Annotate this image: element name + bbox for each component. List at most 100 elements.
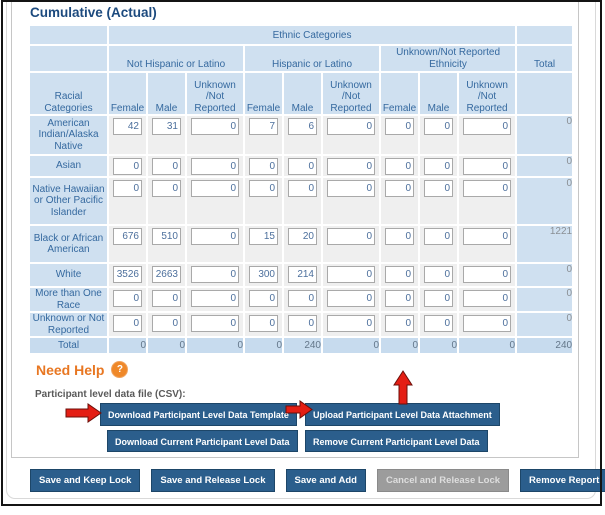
save-and-add-button[interactable]: Save and Add (285, 469, 366, 492)
enrollment-count-input[interactable] (113, 290, 142, 307)
enrollment-cell (187, 264, 243, 286)
male-header: Male (148, 73, 185, 114)
enrollment-count-input[interactable] (152, 266, 181, 283)
enrollment-count-input[interactable] (327, 228, 375, 245)
enrollment-count-input[interactable] (385, 315, 414, 332)
enrollment-count-input[interactable] (113, 180, 142, 197)
unknown-header: Unknown /Not Reported (459, 73, 516, 114)
enrollment-count-input[interactable] (152, 290, 181, 307)
enrollment-count-input[interactable] (288, 290, 317, 307)
group-header-hispanic: Hispanic or Latino (245, 46, 379, 71)
enrollment-count-input[interactable] (249, 315, 278, 332)
enrollment-count-input[interactable] (152, 118, 181, 135)
upload-participant-level-data-attachment-button[interactable]: Upload Participant Level Data Attachment (305, 403, 500, 426)
column-total-value: 0 (148, 338, 185, 353)
download-current-participant-level-data-button[interactable]: Download Current Participant Level Data (107, 430, 298, 452)
remove-report-button[interactable]: Remove Report (520, 469, 605, 492)
enrollment-count-input[interactable] (463, 180, 512, 197)
enrollment-count-input[interactable] (288, 228, 317, 245)
enrollment-count-input[interactable] (113, 315, 142, 332)
download-participant-level-data-template-button[interactable]: Download Participant Level Data Template (100, 403, 297, 426)
enrollment-cell (109, 264, 146, 286)
enrollment-count-input[interactable] (463, 228, 512, 245)
enrollment-count-input[interactable] (113, 118, 142, 135)
enrollment-count-input[interactable] (327, 315, 375, 332)
racial-categories-header: Racial Categories (30, 73, 107, 114)
enrollment-count-input[interactable] (385, 228, 414, 245)
enrollment-count-input[interactable] (288, 315, 317, 332)
enrollment-cell (323, 226, 379, 262)
racial-category-label: Unknown or Not Reported (30, 313, 107, 336)
enrollment-count-input[interactable] (191, 315, 239, 332)
need-help-heading: Need Help ? (36, 361, 129, 378)
enrollment-count-input[interactable] (249, 266, 278, 283)
enrollment-count-input[interactable] (152, 180, 181, 197)
enrollment-cell (148, 156, 185, 176)
enrollment-count-input[interactable] (385, 266, 414, 283)
enrollment-count-input[interactable] (113, 228, 142, 245)
male-header: Male (420, 73, 457, 114)
enrollment-count-input[interactable] (424, 266, 453, 283)
cancel-and-release-lock-button[interactable]: Cancel and Release Lock (376, 469, 510, 492)
enrollment-cell (187, 178, 243, 224)
enrollment-count-input[interactable] (385, 180, 414, 197)
enrollment-count-input[interactable] (152, 158, 181, 175)
enrollment-count-input[interactable] (191, 180, 239, 197)
enrollment-count-input[interactable] (385, 118, 414, 135)
enrollment-count-input[interactable] (385, 158, 414, 175)
enrollment-count-input[interactable] (424, 290, 453, 307)
enrollment-cell (148, 178, 185, 224)
enrollment-count-input[interactable] (385, 290, 414, 307)
enrollment-count-input[interactable] (113, 158, 142, 175)
enrollment-count-input[interactable] (463, 118, 512, 135)
enrollment-count-input[interactable] (288, 118, 317, 135)
enrollment-count-input[interactable] (424, 118, 453, 135)
enrollment-count-input[interactable] (249, 290, 278, 307)
enrollment-count-input[interactable] (424, 180, 453, 197)
enrollment-count-input[interactable] (191, 158, 239, 175)
enrollment-cell (420, 116, 457, 154)
enrollment-count-input[interactable] (424, 158, 453, 175)
enrollment-cell (148, 116, 185, 154)
save-and-release-lock-button[interactable]: Save and Release Lock (151, 469, 275, 492)
enrollment-count-input[interactable] (327, 180, 375, 197)
enrollment-count-input[interactable] (288, 180, 317, 197)
enrollment-count-input[interactable] (191, 228, 239, 245)
enrollment-cell (284, 116, 321, 154)
enrollment-count-input[interactable] (424, 315, 453, 332)
enrollment-count-input[interactable] (113, 266, 142, 283)
help-icon[interactable]: ? (111, 361, 129, 378)
enrollment-count-input[interactable] (327, 158, 375, 175)
enrollment-cell (323, 156, 379, 176)
enrollment-count-input[interactable] (288, 158, 317, 175)
enrollment-count-input[interactable] (288, 266, 317, 283)
enrollment-count-input[interactable] (249, 228, 278, 245)
grand-total-value: 240 (517, 338, 573, 353)
enrollment-count-input[interactable] (424, 228, 453, 245)
enrollment-count-input[interactable] (191, 290, 239, 307)
row-total-value: 1221 (517, 226, 573, 262)
enrollment-count-input[interactable] (191, 266, 239, 283)
enrollment-count-input[interactable] (327, 118, 375, 135)
enrollment-count-input[interactable] (152, 315, 181, 332)
enrollment-count-input[interactable] (249, 158, 278, 175)
blank-header-cell (30, 46, 107, 71)
enrollment-cell (381, 313, 418, 336)
enrollment-count-input[interactable] (249, 118, 278, 135)
enrollment-count-input[interactable] (463, 315, 512, 332)
enrollment-count-input[interactable] (463, 266, 512, 283)
enrollment-count-input[interactable] (463, 158, 512, 175)
save-and-keep-lock-button[interactable]: Save and Keep Lock (30, 469, 141, 492)
participant-csv-label: Participant level data file (CSV): (35, 389, 186, 400)
enrollment-count-input[interactable] (327, 290, 375, 307)
enrollment-count-input[interactable] (463, 290, 512, 307)
need-help-label: Need Help (36, 361, 105, 378)
remove-current-participant-level-data-button[interactable]: Remove Current Participant Level Data (305, 430, 488, 452)
total-column-header: Total (517, 46, 573, 71)
enrollment-cell (420, 313, 457, 336)
enrollment-count-input[interactable] (191, 118, 239, 135)
enrollment-count-input[interactable] (152, 228, 181, 245)
enrollment-count-input[interactable] (249, 180, 278, 197)
enrollment-count-input[interactable] (327, 266, 375, 283)
sex-header-row: Racial Categories Female Male Unknown /N… (30, 73, 573, 114)
